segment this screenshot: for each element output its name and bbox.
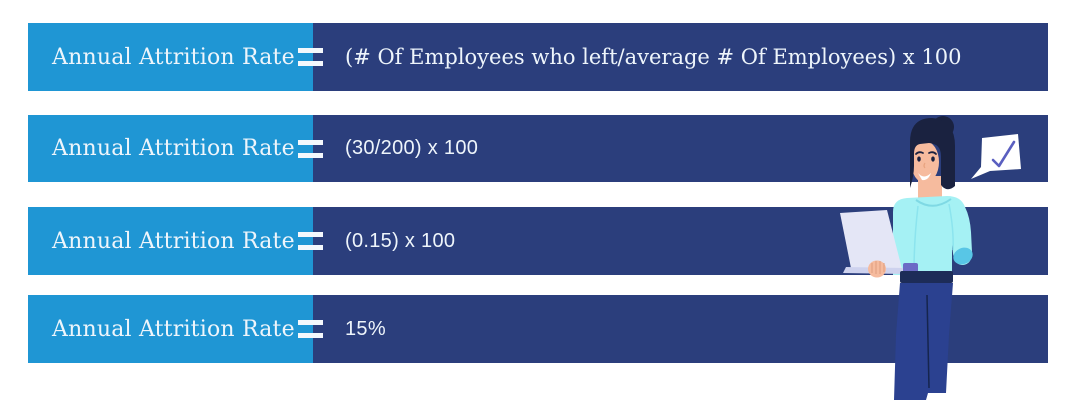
formula-row-substitution: Annual Attrition Rate (30/200) x 100 [28, 115, 1048, 182]
formula-row-result: Annual Attrition Rate 15% [28, 295, 1048, 363]
row-label-box: Annual Attrition Rate [28, 23, 313, 91]
row-label: Annual Attrition Rate [52, 228, 295, 254]
row-formula: (0.15) x 100 [345, 229, 456, 252]
row-formula-bar: (30/200) x 100 [313, 115, 1048, 182]
row-label-box: Annual Attrition Rate [28, 295, 313, 363]
row-formula-bar: (# Of Employees who left/average # Of Em… [313, 23, 1048, 91]
row-formula-bar: (0.15) x 100 [313, 207, 1048, 275]
equals-icon [298, 320, 323, 338]
row-label: Annual Attrition Rate [52, 44, 295, 70]
row-formula-bar: 15% [313, 295, 1048, 363]
equals-icon [298, 232, 323, 250]
equals-icon [298, 48, 323, 66]
row-label: Annual Attrition Rate [52, 136, 295, 161]
row-formula: (# Of Employees who left/average # Of Em… [345, 45, 962, 69]
row-label-box: Annual Attrition Rate [28, 115, 313, 182]
equals-icon [298, 139, 323, 158]
row-formula: 15% [345, 317, 386, 340]
row-label: Annual Attrition Rate [52, 316, 295, 342]
formula-row-definition: Annual Attrition Rate (# Of Employees wh… [28, 23, 1048, 91]
row-formula: (30/200) x 100 [345, 137, 479, 159]
row-label-box: Annual Attrition Rate [28, 207, 313, 275]
formula-row-intermediate: Annual Attrition Rate (0.15) x 100 [28, 207, 1048, 275]
sweater-collar [915, 198, 952, 207]
